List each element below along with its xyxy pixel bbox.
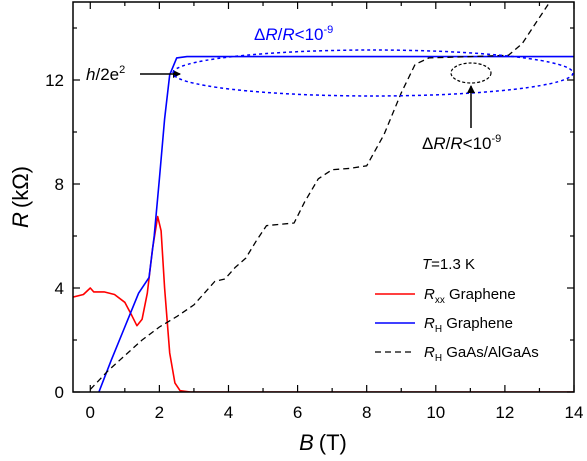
x-axis-title: B (T) [299,430,347,455]
x-tick-label: 4 [224,403,233,422]
series-line-2 [89,2,551,390]
legend-rxx-sub: xx [435,295,445,306]
legend-rhg-var: R [424,315,435,332]
legend-title-var: T [422,256,433,273]
upper-delta-sup: -9 [324,24,334,36]
upper-ellipse [172,49,574,97]
y-tick-label: 12 [45,71,64,90]
legend-label-rh-graphene: RH Graphene [424,315,513,335]
lower-delta-r2: R [450,134,462,153]
legend-rxx-var: R [424,286,435,303]
legend-label-rxx: Rxx Graphene [424,286,516,306]
legend-rhga-var: R [424,344,435,361]
upper-delta-r1: R [265,25,277,44]
plot-frame [72,1,575,393]
legend-rhg-rest: Graphene [442,315,513,332]
hall-level-rest: /2e [95,65,119,84]
upper-delta-rest: <10 [295,25,324,44]
x-tick-label: 2 [155,403,164,422]
x-tick-label: 6 [293,403,302,422]
y-axis-unit: (kΩ) [8,166,33,208]
legend-rhga-rest: GaAs/AlGaAs [442,344,539,361]
y-axis-title: R (kΩ) [8,166,33,228]
hall-level-label: h/2e2 [86,64,125,84]
x-tick-label: 0 [86,403,95,422]
lower-delta-rest: <10 [463,134,492,153]
upper-delta-r2: R [282,25,294,44]
upper-delta-label: ΔR/R<10-9 [254,24,333,44]
hall-level-h: h [86,65,95,84]
x-tick-label: 10 [426,403,445,422]
upper-delta-sym: Δ [254,25,265,44]
legend-title: T=1.3 K [422,256,475,273]
hall-level-sup: 2 [119,64,125,76]
x-tick-label: 12 [495,403,514,422]
legend-rhga-sub: H [435,353,442,364]
x-tick-label: 8 [362,403,371,422]
lower-ellipse [450,62,492,84]
legend-label-rh-gaas: RH GaAs/AlGaAs [424,344,539,364]
legend-rhg-sub: H [435,324,442,335]
legend: T=1.3 K Rxx Graphene RH Graphene RH GaAs… [375,256,539,364]
series-line-1 [98,55,574,392]
y-tick-label: 0 [55,383,64,402]
lower-delta-sup: -9 [492,133,502,145]
lower-delta-sym: Δ [422,134,433,153]
y-tick-label: 4 [55,279,64,298]
lower-delta-label: ΔR/R<10-9 [422,133,501,153]
upper-delta-slash: / [278,25,283,44]
legend-rxx-rest: Graphene [445,286,516,303]
x-axis-var: B [299,430,314,455]
x-tick-label: 14 [565,403,584,422]
lower-delta-r1: R [433,134,445,153]
x-axis-unit: (T) [319,430,347,455]
y-axis-var: R [8,212,33,228]
lower-delta-slash: / [446,134,451,153]
series-line-0 [73,215,574,392]
y-tick-label: 8 [55,175,64,194]
legend-title-rest: =1.3 K [431,256,475,273]
